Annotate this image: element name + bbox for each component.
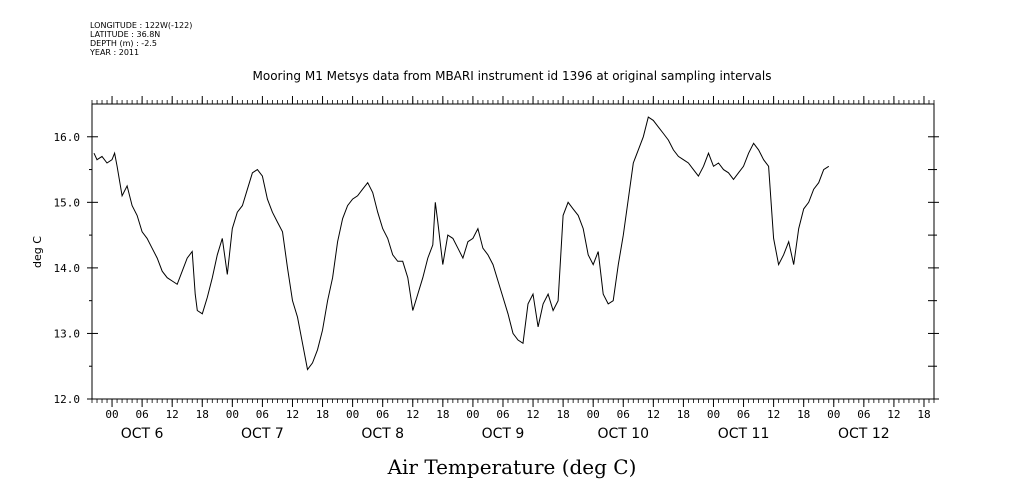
x-axis-label: Air Temperature (deg C) bbox=[387, 455, 637, 479]
x-tick-label: 00 bbox=[587, 408, 600, 421]
y-tick-label: 15.0 bbox=[54, 196, 81, 209]
x-tick-label: 18 bbox=[316, 408, 329, 421]
x-tick-label: 06 bbox=[376, 408, 389, 421]
x-tick-label: 06 bbox=[737, 408, 750, 421]
x-tick-label: 18 bbox=[677, 408, 690, 421]
x-tick-label: 00 bbox=[466, 408, 479, 421]
day-label: OCT 10 bbox=[597, 426, 649, 442]
chart-title: Mooring M1 Metsys data from MBARI instru… bbox=[253, 69, 772, 83]
x-tick-label: 12 bbox=[286, 408, 299, 421]
x-tick-label: 12 bbox=[166, 408, 179, 421]
x-tick-label: 12 bbox=[887, 408, 900, 421]
x-axis: 00 06 12 18 00 06 12 18 00 06 12 18 00 06 12 18 00 06 12 18… bbox=[91, 96, 935, 442]
x-tick-label: 06 bbox=[135, 408, 148, 421]
x-tick-label: 12 bbox=[647, 408, 660, 421]
x-tick-label: 18 bbox=[917, 408, 930, 421]
y-axis-label: deg C bbox=[31, 236, 44, 268]
y-tick-label: 14.0 bbox=[54, 262, 81, 275]
latitude-label: LATITUDE : 36.8N bbox=[90, 30, 161, 39]
day-label: OCT 12 bbox=[838, 426, 890, 442]
x-tick-label: 06 bbox=[617, 408, 630, 421]
x-tick-label: 12 bbox=[406, 408, 419, 421]
x-tick-label: 18 bbox=[556, 408, 569, 421]
x-tick-label: 06 bbox=[256, 408, 269, 421]
day-label: OCT 9 bbox=[482, 426, 525, 442]
x-tick-label: 00 bbox=[226, 408, 239, 421]
day-label: OCT 6 bbox=[121, 426, 164, 442]
x-tick-label: 12 bbox=[526, 408, 539, 421]
y-axis: 12.0 13.0 14.0 15.0 16.0 bbox=[54, 131, 939, 406]
x-tick-label: 00 bbox=[827, 408, 840, 421]
year-label: YEAR : 2011 bbox=[90, 48, 140, 57]
x-tick-label: 18 bbox=[436, 408, 449, 421]
series-group bbox=[93, 116, 830, 371]
y-tick-label: 16.0 bbox=[54, 131, 81, 144]
series-line bbox=[93, 116, 830, 371]
day-label: OCT 8 bbox=[361, 426, 404, 442]
x-tick-label: 06 bbox=[496, 408, 509, 421]
day-label: OCT 11 bbox=[718, 426, 770, 442]
y-tick-label: 12.0 bbox=[54, 393, 81, 406]
y-tick-label: 13.0 bbox=[54, 327, 81, 340]
day-label: OCT 7 bbox=[241, 426, 284, 442]
x-tick-label: 00 bbox=[346, 408, 359, 421]
x-tick-label: 00 bbox=[707, 408, 720, 421]
x-tick-label: 18 bbox=[196, 408, 209, 421]
depth-label: DEPTH (m) : -2.5 bbox=[90, 39, 157, 48]
x-tick-label: 06 bbox=[857, 408, 870, 421]
x-tick-label: 00 bbox=[105, 408, 118, 421]
x-tick-label: 18 bbox=[797, 408, 810, 421]
x-tick-label: 12 bbox=[767, 408, 780, 421]
longitude-label: LONGITUDE : 122W(-122) bbox=[90, 21, 193, 30]
